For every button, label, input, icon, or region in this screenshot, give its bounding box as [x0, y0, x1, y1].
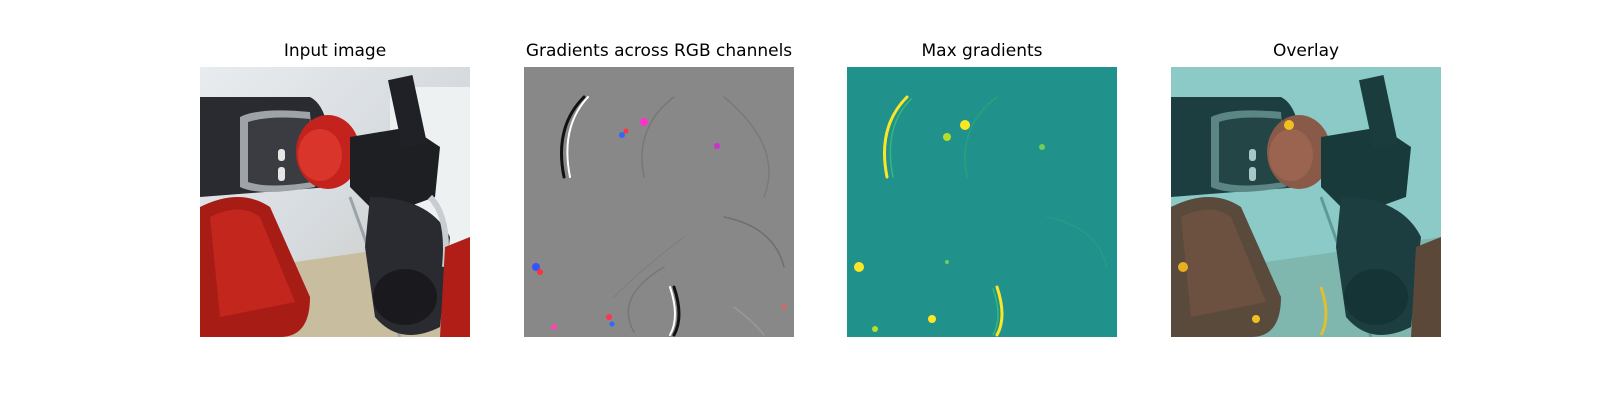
max-gradient-heatmap [847, 67, 1117, 337]
overlay-image [1171, 67, 1441, 337]
max-gradients-image [847, 67, 1117, 337]
panel-title-rgb-gradients: Gradients across RGB channels [525, 41, 793, 61]
panel-title-input-image: Input image [283, 41, 387, 61]
input-image [200, 67, 470, 337]
panel-title-overlay: Overlay [1272, 41, 1340, 61]
overlay-heatmap-on-photo [1171, 67, 1441, 337]
robot-arm-photo [200, 67, 470, 337]
panel-title-max-gradients: Max gradients [921, 41, 1043, 61]
rgb-gradient-map [524, 67, 794, 337]
rgb-gradients-image [524, 67, 794, 337]
